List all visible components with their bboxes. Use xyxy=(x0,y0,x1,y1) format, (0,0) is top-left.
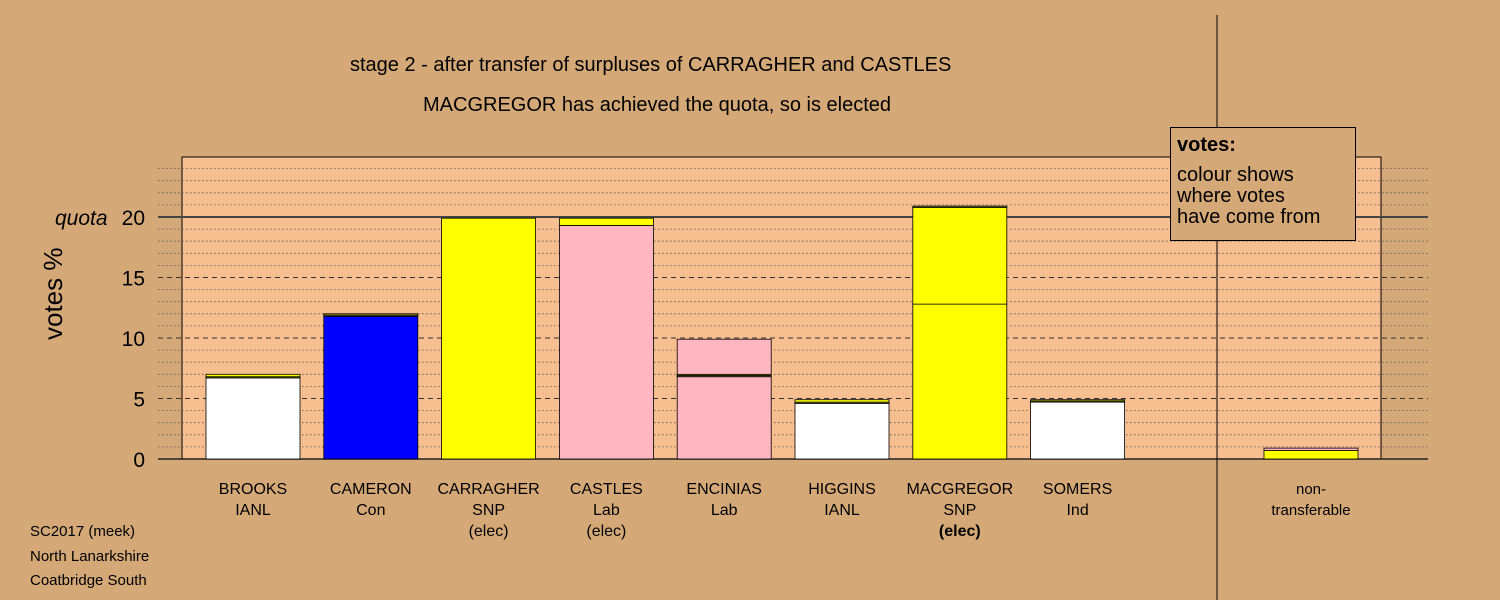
legend-line: colour shows xyxy=(1177,164,1294,186)
candidate-status: (elec) xyxy=(586,523,627,540)
candidate-label: CASTLES Lab (elec) xyxy=(546,479,666,542)
legend-line: where votes xyxy=(1177,185,1285,207)
chart-title: stage 2 - after transfer of surpluses of… xyxy=(350,54,952,76)
y-axis-label: votes % xyxy=(38,247,68,341)
bar-segment xyxy=(205,377,301,460)
chart-subtitle: MACGREGOR has achieved the quota, so is … xyxy=(423,94,892,116)
candidate-name: MACGREGOR xyxy=(906,481,1014,498)
candidate-label: non-transferable xyxy=(1251,479,1371,521)
candidate-party: IANL xyxy=(824,502,860,519)
candidate-party: SNP xyxy=(943,502,977,519)
bar-segment xyxy=(912,303,1008,460)
bar-segment xyxy=(323,313,419,316)
candidate-party: Lab xyxy=(593,502,620,519)
candidate-name: CARRAGHER xyxy=(437,481,540,498)
candidate-name: ENCINIAS xyxy=(686,481,762,498)
candidate-name: CASTLES xyxy=(569,481,643,498)
candidate-party: Lab xyxy=(710,502,738,519)
bar-segment xyxy=(676,338,772,375)
candidate-label: MACGREGOR SNP (elec) xyxy=(900,479,1020,542)
nontransferable-label: transferable xyxy=(1271,502,1351,519)
y-tick-label: 5 xyxy=(133,389,145,412)
candidate-party: IANL xyxy=(235,502,271,519)
bar-segment xyxy=(441,217,537,460)
footer-line-3: Coatbridge South xyxy=(30,572,147,589)
candidate-party: Ind xyxy=(1066,502,1089,519)
bar-segment xyxy=(559,217,654,226)
nontransferable-label: non- xyxy=(1295,481,1327,498)
nontransferable-bar-segment xyxy=(1263,447,1359,451)
bar-segment xyxy=(676,376,772,460)
candidate-label: HIGGINS IANL xyxy=(782,479,902,521)
bar-segment xyxy=(912,206,1008,305)
candidate-label: ENCINIAS Lab xyxy=(664,479,784,521)
y-tick-label: 20 xyxy=(122,207,145,230)
legend: votes: colour shows where votes have com… xyxy=(1170,127,1356,241)
bar-segment xyxy=(323,315,419,460)
legend-line: have come from xyxy=(1177,206,1321,228)
candidate-name: BROOKS xyxy=(218,481,288,498)
candidate-name: SOMERS xyxy=(1042,481,1113,498)
y-tick-label: 15 xyxy=(122,268,145,291)
footer-line-1: SC2017 (meek) xyxy=(30,523,136,540)
candidate-party: SNP xyxy=(472,502,506,519)
y-tick-label: 10 xyxy=(122,328,145,351)
bar-segment xyxy=(794,399,890,403)
quota-label: quota xyxy=(55,207,108,230)
y-tick-label: 0 xyxy=(133,449,145,472)
candidate-name: HIGGINS xyxy=(808,481,876,498)
legend-title: votes: xyxy=(1177,134,1236,156)
candidate-label: CAMERON Con xyxy=(311,479,431,521)
bar-segment xyxy=(794,402,890,460)
candidate-party: Con xyxy=(356,502,386,519)
candidate-label: SOMERS Ind xyxy=(1018,479,1138,521)
bar-segment xyxy=(205,373,301,378)
bar-segment xyxy=(912,205,1008,208)
candidate-label: CARRAGHER SNP (elec) xyxy=(429,479,549,542)
candidate-status: (elec) xyxy=(938,523,981,540)
candidate-name: CAMERON xyxy=(329,481,412,498)
nontransferable-bar-segment xyxy=(1263,450,1359,460)
candidate-status: (elec) xyxy=(468,523,509,540)
bar-segment xyxy=(1030,401,1125,460)
footer-line-2: North Lanarkshire xyxy=(30,548,150,565)
bar-segment xyxy=(559,225,654,460)
bar-segment xyxy=(1030,399,1125,402)
candidate-label: BROOKS IANL xyxy=(193,479,313,521)
